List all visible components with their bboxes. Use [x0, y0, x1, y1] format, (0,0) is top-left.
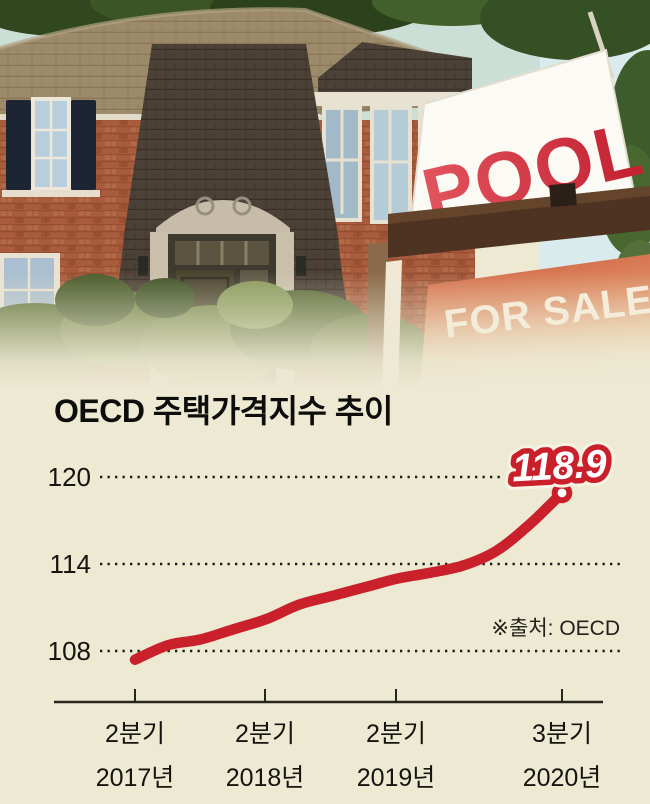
price-index-chart: 120 114 108 ※출처: OECD 118.9 118.9 2분: [48, 434, 620, 792]
x-tick-q3-line2: 2019년: [357, 764, 436, 792]
y-tick-120: 120: [48, 462, 91, 492]
y-tick-114: 114: [50, 549, 91, 579]
x-axis-labels: 2분기 2017년 2분기 2018년 2분기 2019년 3분기 2020년: [96, 720, 602, 792]
house-photo: POOL FOR SALE: [0, 0, 650, 390]
x-axis: [54, 689, 603, 704]
x-tick-q1-line1: 2분기: [105, 720, 165, 748]
x-tick-q4-line1: 3분기: [532, 720, 592, 748]
annotation-text: 118.9: [511, 443, 608, 491]
source-note: ※출처: OECD: [491, 617, 620, 640]
chart-title: OECD 주택가격지수 추이: [54, 393, 393, 429]
y-tick-108: 108: [48, 636, 91, 666]
endpoint-marker: [551, 482, 573, 504]
x-tick-q3-line1: 2분기: [366, 720, 426, 748]
photo-fade: [0, 272, 650, 390]
x-tick-q2-line1: 2분기: [235, 720, 295, 748]
price-line: [129, 487, 568, 665]
gridlines: [100, 475, 620, 653]
x-tick-q1-line2: 2017년: [96, 764, 175, 792]
x-tick-q4-line2: 2020년: [523, 764, 602, 792]
shuttered-window: [2, 97, 100, 197]
x-tick-q2-line2: 2018년: [226, 764, 305, 792]
porch-lantern: [138, 256, 148, 276]
value-annotation: 118.9 118.9: [502, 434, 616, 499]
porch-lantern: [296, 256, 306, 276]
y-axis-labels: 120 114 108: [48, 462, 91, 666]
